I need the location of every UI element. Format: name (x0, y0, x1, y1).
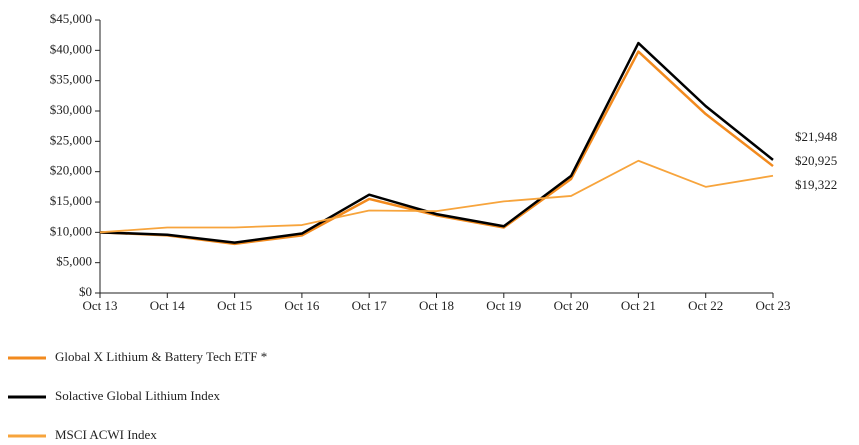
end-label: $21,948 (795, 129, 837, 144)
y-tick-label: $35,000 (50, 72, 92, 87)
x-tick-label: Oct 13 (82, 298, 117, 313)
x-tick-label: Oct 18 (419, 298, 454, 313)
x-tick-label: Oct 22 (688, 298, 723, 313)
y-tick-label: $0 (79, 284, 92, 299)
series-line (99, 159, 774, 234)
y-tick-label: $15,000 (50, 193, 92, 208)
end-label: $20,925 (795, 153, 837, 168)
y-tick-label: $5,000 (56, 254, 92, 269)
legend-label: Solactive Global Lithium Index (55, 388, 220, 403)
x-tick-label: Oct 15 (217, 298, 252, 313)
end-label: $19,322 (795, 177, 837, 192)
legend-label: MSCI ACWI Index (55, 427, 157, 442)
series-line (99, 41, 774, 244)
x-tick-label: Oct 20 (554, 298, 589, 313)
y-tick-label: $45,000 (50, 11, 92, 26)
y-tick-label: $30,000 (50, 102, 92, 117)
x-tick-label: Oct 19 (486, 298, 521, 313)
y-tick-label: $20,000 (50, 163, 92, 178)
x-tick-label: Oct 14 (150, 298, 186, 313)
y-tick-label: $25,000 (50, 132, 92, 147)
x-tick-label: Oct 23 (755, 298, 790, 313)
x-tick-label: Oct 17 (352, 298, 388, 313)
legend-label: Global X Lithium & Battery Tech ETF * (55, 349, 267, 364)
y-tick-label: $40,000 (50, 41, 92, 56)
y-tick-label: $10,000 (50, 223, 92, 238)
x-tick-label: Oct 16 (284, 298, 320, 313)
x-tick-label: Oct 21 (621, 298, 656, 313)
